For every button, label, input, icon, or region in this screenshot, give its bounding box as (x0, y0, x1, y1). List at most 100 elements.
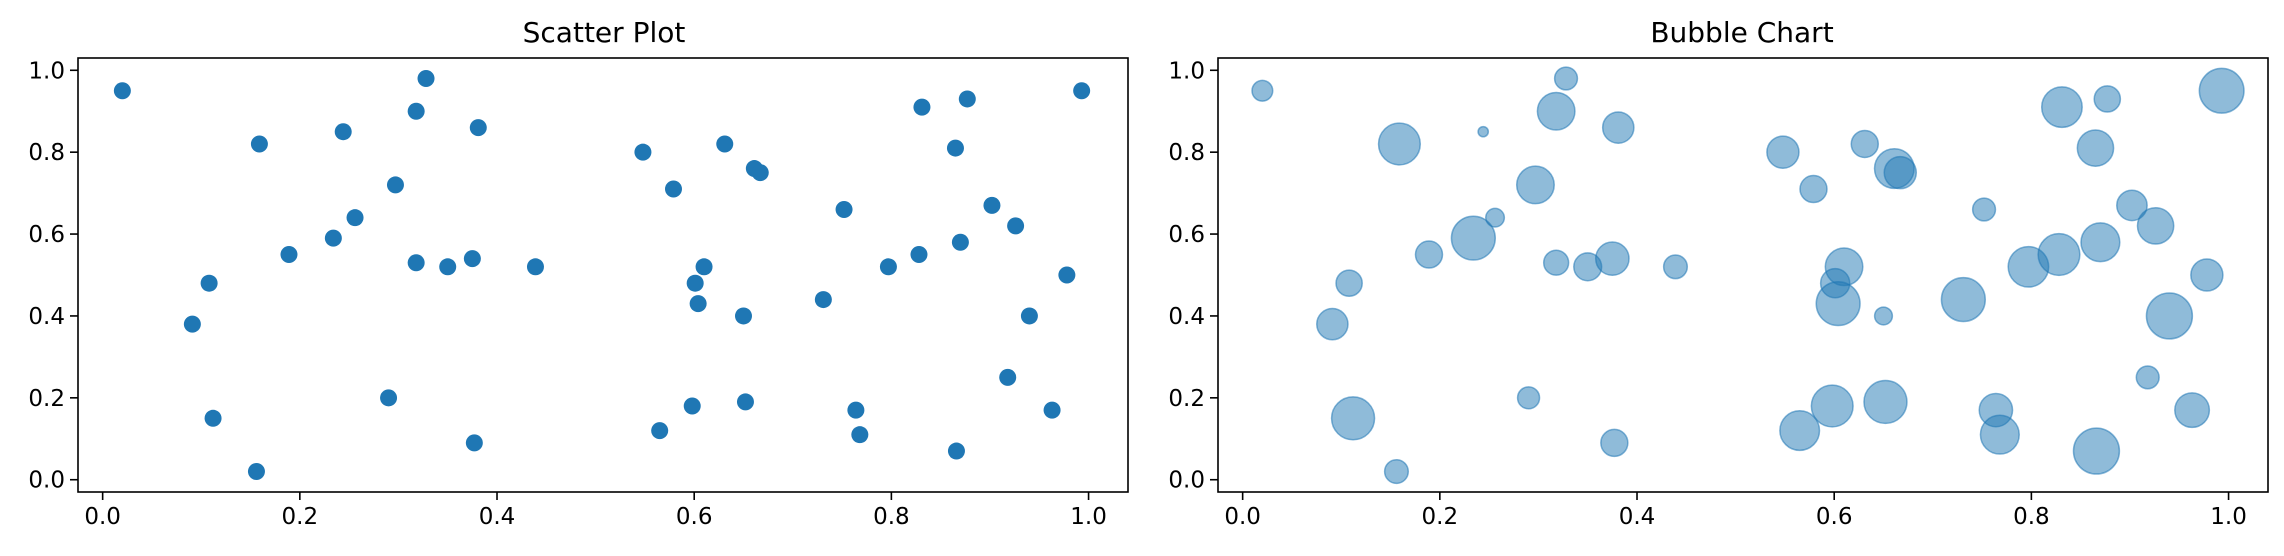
bubble-chart-bubble-33 (1940, 276, 1987, 323)
bubble-chart-bubble-17 (1383, 458, 1410, 485)
bubble-chart-bubble-9 (1414, 240, 1444, 269)
bubble-chart-bubble-8 (1450, 215, 1497, 261)
bubble-chart-bubble-15 (1316, 307, 1349, 341)
scatter-plot-point-38 (913, 98, 931, 116)
scatter-plot-point-5 (469, 119, 487, 137)
scatter-plot-point-28 (734, 307, 752, 325)
scatter-plot-point-47 (1043, 401, 1061, 419)
scatter-plot-xtick-label-0: 0.0 (84, 504, 121, 530)
scatter-plot-point-17 (247, 463, 265, 481)
scatter-plot-xtick-label-5: 1.0 (1070, 504, 1107, 530)
bubble-chart-bubble-48 (2072, 427, 2121, 475)
scatter-plot-point-2 (334, 123, 352, 141)
scatter-plot-point-9 (280, 246, 298, 264)
bubble-chart-bubble-46 (2135, 365, 2160, 390)
bubble-chart-bubble-22 (1850, 129, 1880, 159)
bubble-chart-bubble-30 (1810, 384, 1854, 428)
scatter-plot-point-25 (695, 258, 713, 276)
bubble-chart-bubble-38 (2040, 86, 2083, 129)
bubble-chart-bubble-28 (1873, 306, 1894, 326)
bubble-chart-bubble-35 (1979, 414, 2020, 455)
scatter-plot-point-49 (1073, 82, 1091, 100)
scatter-plot-point-36 (879, 258, 897, 276)
bubble-chart-bubble-42 (2116, 189, 2148, 222)
bubble-chart-ytick-label-1: 0.2 (1168, 386, 1205, 412)
scatter-plot-point-1 (250, 135, 268, 153)
bubble-chart-xtick-label-5: 1.0 (2210, 504, 2247, 530)
scatter-plot-point-41 (951, 233, 969, 251)
scatter-plot-point-13 (526, 258, 544, 276)
bubble-chart-ytick-label-4: 0.8 (1168, 140, 1205, 166)
bubble-chart-bubble-32 (1971, 197, 1997, 222)
scatter-plot-point-19 (465, 434, 483, 452)
bubble-chart-bubble-4 (1553, 66, 1579, 91)
scatter-plot-point-24 (751, 164, 769, 182)
bubble-chart-bubble-44 (2190, 258, 2224, 292)
scatter-plot-point-22 (716, 135, 734, 153)
scatter-plot-ytick-label-2: 0.4 (28, 304, 65, 330)
bubble-chart-ytick-label-2: 0.4 (1168, 304, 1205, 330)
scatter-plot-point-18 (380, 389, 398, 407)
bubble-chart-bubble-24 (1883, 155, 1918, 190)
scatter-plot-axes-frame (77, 57, 1129, 493)
scatter-plot-point-12 (463, 250, 481, 268)
scatter-plot-point-32 (835, 200, 853, 218)
scatter-plot-point-31 (736, 393, 754, 411)
bubble-chart-bubble-31 (1863, 379, 1908, 425)
scatter-plot-point-21 (664, 180, 682, 198)
bubble-chart-bubble-0 (1251, 79, 1274, 102)
scatter-plot-point-45 (1020, 307, 1038, 325)
scatter-plot-point-16 (204, 409, 222, 427)
bubble-chart-bubble-39 (2093, 85, 2122, 113)
scatter-plot-point-0 (113, 82, 131, 100)
scatter-plot-panel: Scatter Plot 0.0 0.2 0.4 0.6 0.8 1.0 0.0 0.2 0.4… (28, 16, 1129, 530)
scatter-plot-xtick-label-1: 0.2 (282, 504, 319, 530)
bubble-chart-bubble-29 (1779, 410, 1821, 452)
scatter-plot-point-4 (417, 69, 435, 87)
scatter-plot-ytick-label-0: 0.0 (28, 468, 65, 494)
bubble-chart-ytick-label-0: 0.0 (1168, 468, 1205, 494)
scatter-plot-point-44 (1058, 266, 1076, 284)
scatter-plot-point-29 (651, 422, 669, 440)
scatter-plot-point-6 (386, 176, 404, 194)
bubble-chart-bubble-14 (1335, 269, 1363, 298)
bubble-chart-bubble-49 (2198, 67, 2245, 114)
scatter-plot-xtick-label-3: 0.6 (676, 504, 713, 530)
bubble-chart-xtick-label-4: 0.8 (2013, 504, 2050, 530)
scatter-plot-point-11 (439, 258, 457, 276)
bubble-chart-bubble-10 (1542, 249, 1570, 276)
bubble-chart-bubble-1 (1377, 122, 1422, 166)
bubble-chart-bubble-43 (2136, 206, 2175, 245)
bubble-chart-bubble-19 (1600, 428, 1629, 458)
scatter-plot-point-33 (814, 291, 832, 309)
scatter-plot-ytick-label-5: 1.0 (28, 58, 65, 84)
scatter-plot-point-10 (407, 254, 425, 272)
bubble-chart-title: Bubble Chart (1650, 16, 1833, 49)
bubble-chart-bubble-37 (2037, 232, 2081, 277)
bubble-chart-bubble-18 (1516, 386, 1541, 410)
scatter-plot-point-43 (1007, 217, 1025, 235)
bubble-chart-ytick-label-5: 1.0 (1168, 58, 1205, 84)
bubble-chart-ytick-label-3: 0.6 (1168, 222, 1205, 248)
scatter-plot-point-34 (847, 401, 865, 419)
scatter-plot-ticks: 0.0 0.2 0.4 0.6 0.8 1.0 0.0 0.2 0.4 0.6 0.8 1.0 (28, 58, 1106, 530)
bubble-chart-bubbles (1251, 66, 2245, 485)
bubble-chart-bubble-2 (1477, 125, 1490, 138)
scatter-plot-ytick-label-1: 0.2 (28, 386, 65, 412)
bubble-chart-panel: Bubble Chart 0.0 0.2 0.4 0.6 0.8 1.0 0.0 0.2 0.4… (1168, 16, 2269, 530)
bubble-chart-bubble-6 (1515, 165, 1555, 205)
bubble-chart-bubble-5 (1601, 111, 1635, 144)
bubble-chart-bubble-21 (1799, 174, 1828, 204)
bubble-chart-bubble-3 (1536, 91, 1576, 131)
scatter-plot-points (113, 69, 1091, 481)
scatter-plot-ytick-label-3: 0.6 (28, 222, 65, 248)
bubble-chart-xtick-label-3: 0.6 (1816, 504, 1853, 530)
scatter-plot-point-42 (983, 196, 1001, 214)
scatter-plot-point-3 (407, 102, 425, 120)
scatter-plot-point-48 (947, 442, 965, 460)
bubble-chart-bubble-20 (1766, 135, 1800, 169)
scatter-plot-point-35 (851, 426, 869, 444)
scatter-plot-xtick-label-2: 0.4 (479, 504, 516, 530)
bubble-chart-bubble-27 (1815, 281, 1861, 327)
